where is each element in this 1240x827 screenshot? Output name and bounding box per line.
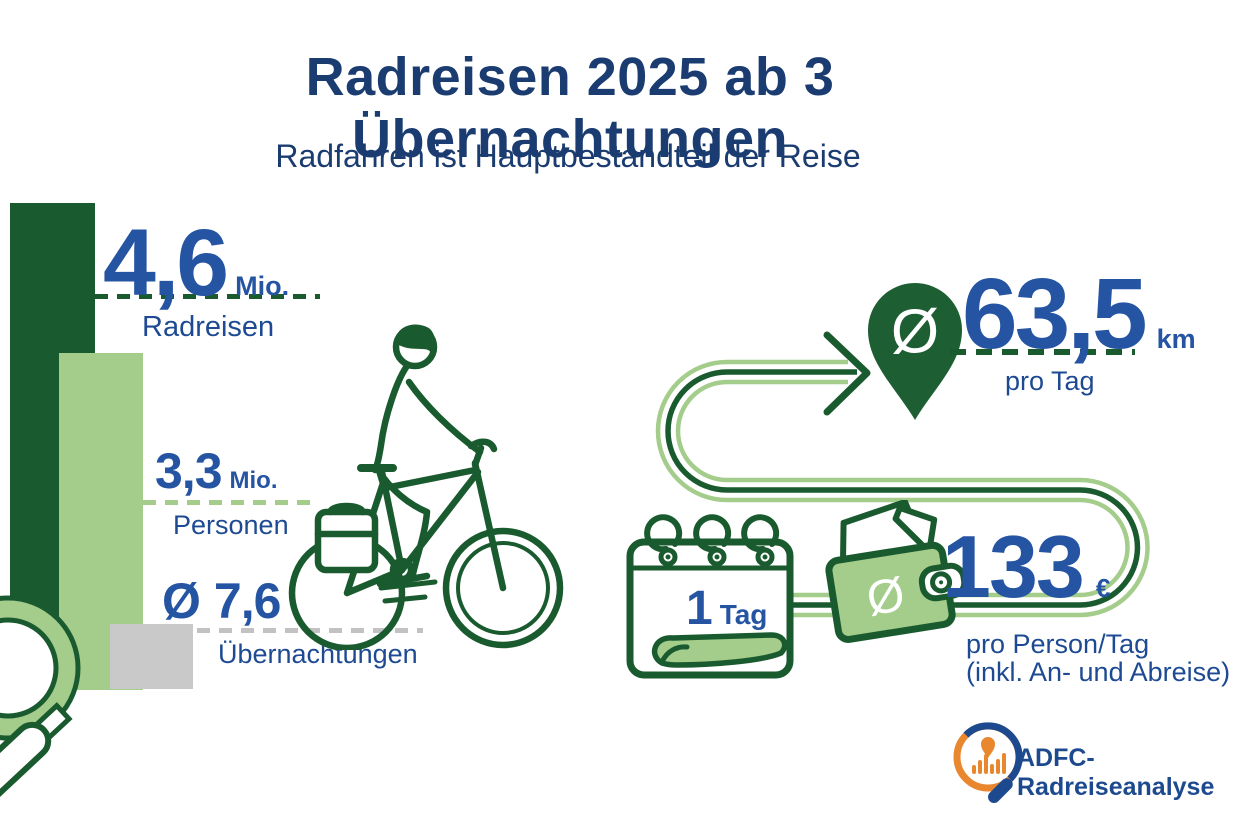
stat-cost-label-line1: pro Person/Tag: [966, 629, 1150, 659]
map-pin-icon: [868, 283, 962, 420]
stat-cost: 133 €: [942, 523, 1110, 611]
stat-distance-unit: km: [1156, 324, 1196, 354]
bar-uebernachtungen: [110, 624, 193, 689]
ring-dot-2: [714, 554, 720, 560]
cyclist-illustration: [288, 324, 564, 650]
ring-dot-1: [665, 554, 671, 560]
route-path-graphic: Ø: [655, 283, 1150, 618]
logo-handle: [988, 778, 1013, 803]
stat-distance-label: pro Tag: [1005, 366, 1095, 396]
stat-personen-unit: Mio.: [229, 467, 278, 494]
stat-personen-value: 3,3: [155, 443, 223, 499]
page-subtitle: Radfahren ist Hauptbestandteil der Reise: [275, 138, 861, 174]
stat-distance: 63,5 km: [962, 264, 1196, 364]
front-rim: [456, 541, 550, 635]
adfc-logo-text: ADFC-Radreiseanalyse: [1017, 744, 1215, 801]
pedal: [376, 566, 406, 588]
callout-dash-personen: [143, 500, 315, 505]
motion-lines: [378, 579, 438, 604]
stat-day: 1 Tag: [686, 585, 767, 633]
pin-average-symbol: Ø: [891, 298, 939, 367]
stat-cost-value: 133: [942, 517, 1085, 616]
rider-back: [371, 362, 411, 474]
logo-bar-chart: [972, 753, 1006, 774]
logo-ring-blue: [963, 722, 1023, 782]
callout-dash-km: [950, 349, 1135, 355]
stat-uebernachtungen-value: 7,6: [213, 573, 282, 629]
calendar-page-curl: [651, 632, 788, 668]
stat-cost-label-line2: (inkl. An- und Abreise): [966, 657, 1231, 687]
calendar-ring-1: [644, 514, 683, 553]
stat-radreisen: 4,6 Mio.: [103, 216, 289, 311]
stat-day-unit: Tag: [719, 599, 768, 630]
stat-radreisen-value: 4,6: [103, 210, 229, 316]
bike-frame: [378, 459, 507, 592]
adfc-logo-icon: [953, 722, 1023, 803]
callout-dash-radreisen: [95, 294, 320, 299]
page-curl-line: [659, 644, 690, 665]
ring-dot-3: [762, 554, 768, 560]
magnifier-handle: [0, 721, 52, 801]
arrow-icon: [823, 331, 871, 416]
front-wheel: [442, 527, 564, 649]
stat-distance-value: 63,5: [962, 258, 1148, 370]
magnifier-ring-inner: [0, 617, 59, 719]
rider-hair: [395, 324, 436, 354]
calendar-ring-2: [693, 514, 732, 553]
calendar-ring-3: [741, 514, 780, 553]
magnifier-graphic: [0, 595, 81, 801]
magnifier-ring-band: [0, 600, 76, 736]
stat-day-value: 1: [686, 582, 713, 635]
stat-radreisen-label: Radreisen: [142, 311, 275, 343]
calendar-icon: [626, 514, 794, 679]
route-inner-line: [675, 379, 1150, 618]
route-outer-line: [655, 359, 1130, 598]
pannier-bag: [314, 508, 379, 574]
wallet-average-symbol: Ø: [863, 568, 908, 626]
stat-uebernachtungen: Ø 7,6: [162, 573, 282, 629]
page-title: Radreisen 2025 ab 3 Übernachtungen: [305, 47, 835, 169]
stat-personen: 3,3 Mio.: [155, 446, 278, 496]
stat-cost-unit: €: [1095, 573, 1111, 603]
rider-arm: [405, 378, 484, 456]
stat-uebernachtungen-label: Übernachtungen: [218, 639, 418, 669]
pannier-lid: [314, 502, 379, 538]
route-center-line: [665, 369, 1141, 608]
stat-personen-label: Personen: [173, 510, 289, 540]
rider-foot: [401, 572, 431, 584]
average-symbol: Ø: [162, 573, 201, 629]
wallet-button-dot: [939, 580, 944, 585]
logo-pin-icon: [981, 737, 995, 758]
wallet-icon: Ø: [825, 500, 968, 643]
rider-leg: [373, 464, 431, 578]
stat-radreisen-unit: Mio.: [235, 271, 290, 301]
